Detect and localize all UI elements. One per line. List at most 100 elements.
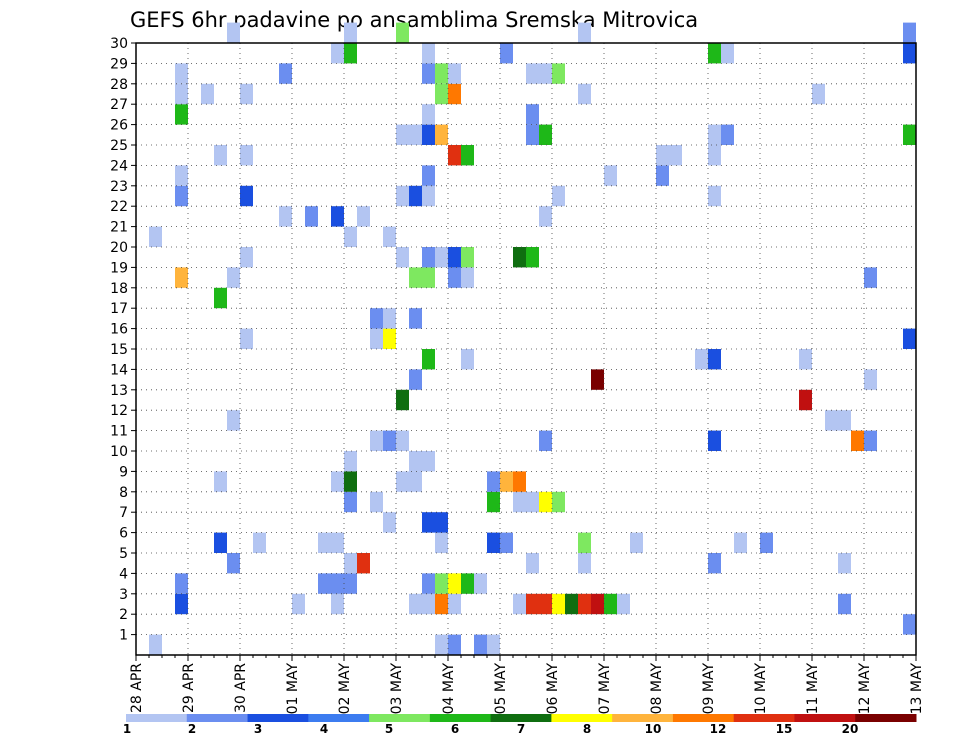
colorbar-segment (186, 714, 249, 722)
heatmap-cell (461, 145, 474, 166)
heatmap-cell (279, 206, 292, 227)
colorbar-segment (369, 714, 431, 722)
heatmap-cell (240, 145, 253, 166)
heatmap-cell (838, 593, 851, 615)
heatmap-cell (903, 22, 916, 43)
heatmap-cell (344, 226, 357, 247)
y-tick-label: 14 (110, 362, 128, 378)
heatmap-cell (708, 349, 721, 370)
heatmap-cell (708, 145, 721, 166)
heatmap-cell (396, 185, 409, 207)
heatmap-cell (331, 206, 344, 227)
chart-title: GEFS 6hr padavine po ansamblima Sremska … (130, 8, 698, 32)
heatmap-cell (227, 22, 240, 43)
heatmap-cell (227, 410, 240, 431)
y-tick-label: 13 (110, 383, 128, 399)
heatmap-cell (448, 634, 461, 655)
y-tick-label: 1 (119, 628, 128, 644)
heatmap-cell (721, 124, 734, 145)
heatmap-cell (578, 22, 591, 43)
heatmap-cell (695, 349, 708, 370)
heatmap-cell (578, 593, 591, 615)
heatmap-cell (500, 532, 513, 553)
heatmap-cell (331, 471, 344, 492)
heatmap-cell (526, 124, 539, 145)
heatmap-cell (448, 63, 461, 84)
heatmap-cell (513, 593, 526, 615)
heatmap-cell (344, 43, 357, 64)
y-tick-label: 20 (110, 240, 128, 256)
y-tick-label: 30 (110, 36, 128, 52)
colorbar-segment (733, 714, 795, 722)
heatmap-cell (539, 593, 552, 615)
heatmap-cell (344, 553, 357, 574)
heatmap-cell (552, 63, 565, 84)
heatmap-cell (422, 185, 435, 207)
y-tick-label: 26 (110, 118, 128, 134)
heatmap-cell (903, 614, 916, 635)
heatmap-cell (175, 83, 188, 105)
heatmap-cell (344, 573, 357, 594)
heatmap-cell (331, 593, 344, 615)
heatmap-cell (903, 124, 916, 145)
heatmap-cell (448, 83, 461, 105)
colorbar-label: 4 (320, 722, 328, 736)
heatmap-cell (864, 369, 877, 390)
heatmap-cell (448, 593, 461, 615)
heatmap-cell (435, 83, 448, 105)
y-tick-label: 19 (110, 260, 128, 276)
heatmap-cell (513, 471, 526, 492)
y-tick-label: 12 (110, 403, 128, 419)
x-tick-label: 07 MAY (597, 663, 613, 715)
heatmap-cell (409, 185, 422, 207)
heatmap-cell (435, 573, 448, 594)
heatmap-cell (903, 328, 916, 349)
colorbar-label: 15 (776, 722, 793, 736)
heatmap-cell (175, 593, 188, 615)
heatmap-cell (708, 124, 721, 145)
heatmap-cell (344, 451, 357, 472)
heatmap-cell (461, 573, 474, 594)
heatmap-cell (422, 104, 435, 125)
heatmap-cell (578, 553, 591, 574)
heatmap-cell (630, 532, 643, 553)
x-tick-label: 06 MAY (545, 663, 561, 715)
y-tick-label: 27 (110, 97, 128, 113)
heatmap-cell (565, 593, 578, 615)
heatmap-cell (409, 308, 422, 329)
y-tick-label: 2 (119, 607, 128, 623)
heatmap-cell (240, 247, 253, 268)
heatmap-cell (409, 593, 422, 615)
x-tick-label: 10 MAY (753, 663, 769, 715)
heatmap-cell (422, 593, 435, 615)
heatmap-cell (227, 553, 240, 574)
heatmap-cell (175, 267, 188, 288)
heatmap-cell (578, 83, 591, 105)
heatmap-cell (253, 532, 266, 553)
heatmap-cell (799, 389, 812, 411)
heatmap-cell (344, 22, 357, 43)
heatmap-cell (474, 573, 487, 594)
heatmap-cell (175, 104, 188, 125)
colorbar-segment (126, 714, 188, 722)
heatmap-cell (422, 512, 435, 533)
heatmap-cell (331, 43, 344, 64)
heatmap-cell (331, 532, 344, 553)
heatmap-cell (760, 532, 773, 553)
heatmap-cell (526, 553, 539, 574)
heatmap-cell (331, 573, 344, 594)
colorbar-segment (672, 714, 735, 722)
heatmap-cell (539, 206, 552, 227)
x-tick-label: 13 MAY (909, 663, 925, 715)
heatmap-cell (396, 247, 409, 268)
heatmap-cell (526, 247, 539, 268)
heatmap-cell (526, 491, 539, 513)
heatmap-cell (396, 430, 409, 451)
heatmap-cell (370, 491, 383, 513)
heatmap-cell (604, 593, 617, 615)
y-tick-label: 9 (119, 464, 128, 480)
heatmap-cell (539, 124, 552, 145)
colorbar-label: 10 (645, 722, 662, 736)
heatmap-cell (422, 267, 435, 288)
heatmap-cell (383, 308, 396, 329)
